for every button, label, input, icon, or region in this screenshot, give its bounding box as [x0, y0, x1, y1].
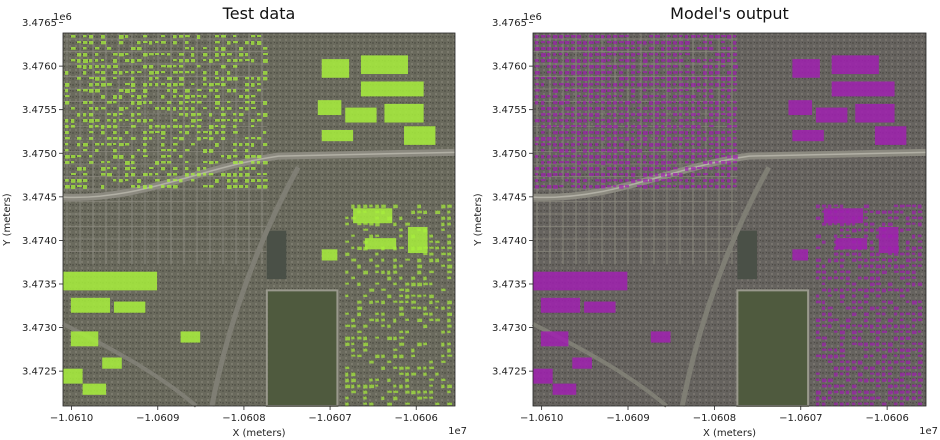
- y-tick-label: 3.4750: [22, 149, 57, 160]
- x-axis-multiplier: 1e7: [448, 426, 467, 437]
- y-tick-label: 3.4760: [22, 62, 57, 73]
- y-tick-label: 3.4750: [492, 149, 527, 160]
- x-tick-label: −1.0610: [50, 413, 93, 424]
- y-tick-label: 3.4740: [22, 236, 57, 247]
- y-tick-label: 3.4765: [22, 18, 57, 29]
- building-overlay: [533, 35, 923, 407]
- x-tick-label: −1.0607: [779, 413, 822, 424]
- y-tick-label: 3.4765: [492, 18, 527, 29]
- x-tick-label: −1.0608: [693, 413, 736, 424]
- x-axis-multiplier: 1e7: [919, 426, 938, 437]
- panel-test-data: Test data Y (meters) X (meters) 1e6 1e7 …: [2, 4, 467, 439]
- panel-title: Model's output: [670, 4, 789, 23]
- railway: [209, 166, 301, 407]
- panel-model-output: Model's output Y (meters) X (meters) 1e6…: [473, 4, 938, 439]
- y-tick-label: 3.4735: [22, 279, 57, 290]
- rail-yard: [737, 230, 758, 280]
- panel-title: Test data: [222, 4, 296, 23]
- y-tick-label: 3.4745: [22, 192, 57, 203]
- aerial-image-with-overlay: [62, 33, 456, 408]
- y-axis-label: Y (meters): [2, 193, 13, 246]
- y-tick-label: 3.4740: [492, 236, 527, 247]
- x-axis-label: X (meters): [703, 428, 756, 439]
- y-axis-label: Y (meters): [473, 193, 484, 246]
- field-area: [265, 289, 339, 407]
- y-tick-label: 3.4745: [492, 192, 527, 203]
- y-tick-label: 3.4735: [492, 279, 527, 290]
- y-tick-label: 3.4755: [492, 105, 527, 116]
- x-tick-label: −1.0609: [606, 413, 649, 424]
- y-tick-label: 3.4725: [492, 367, 527, 378]
- x-tick-label: −1.0610: [520, 413, 563, 424]
- x-tick-label: −1.0606: [395, 413, 438, 424]
- y-tick-label: 3.4730: [492, 323, 527, 334]
- building-overlay: [63, 35, 453, 407]
- plot-frame: [62, 32, 456, 407]
- plot-frame: [532, 32, 927, 407]
- y-tick-label: 3.4725: [22, 367, 57, 378]
- x-axis-label: X (meters): [232, 428, 285, 439]
- rail-yard: [266, 230, 287, 280]
- x-tick-label: −1.0606: [865, 413, 908, 424]
- y-tick-label: 3.4730: [22, 323, 57, 334]
- x-tick-label: −1.0609: [136, 413, 179, 424]
- field-area: [736, 289, 810, 407]
- y-axis-multiplier: 1e6: [53, 12, 72, 23]
- x-tick-label: −1.0607: [308, 413, 351, 424]
- aerial-image-with-overlay: [532, 33, 927, 408]
- y-tick-label: 3.4760: [492, 62, 527, 73]
- railway: [679, 166, 771, 407]
- street-grid: [63, 33, 267, 265]
- axis-ticks: −1.0610 −1.0609 −1.0608 −1.0607 −1.0606 3.476…: [492, 18, 909, 424]
- y-tick-label: 3.4755: [22, 105, 57, 116]
- x-tick-label: −1.0608: [222, 413, 265, 424]
- y-axis-multiplier: 1e6: [523, 12, 542, 23]
- axis-ticks: −1.0610 −1.0609 −1.0608 −1.0607 −1.0606 3.476…: [22, 18, 438, 424]
